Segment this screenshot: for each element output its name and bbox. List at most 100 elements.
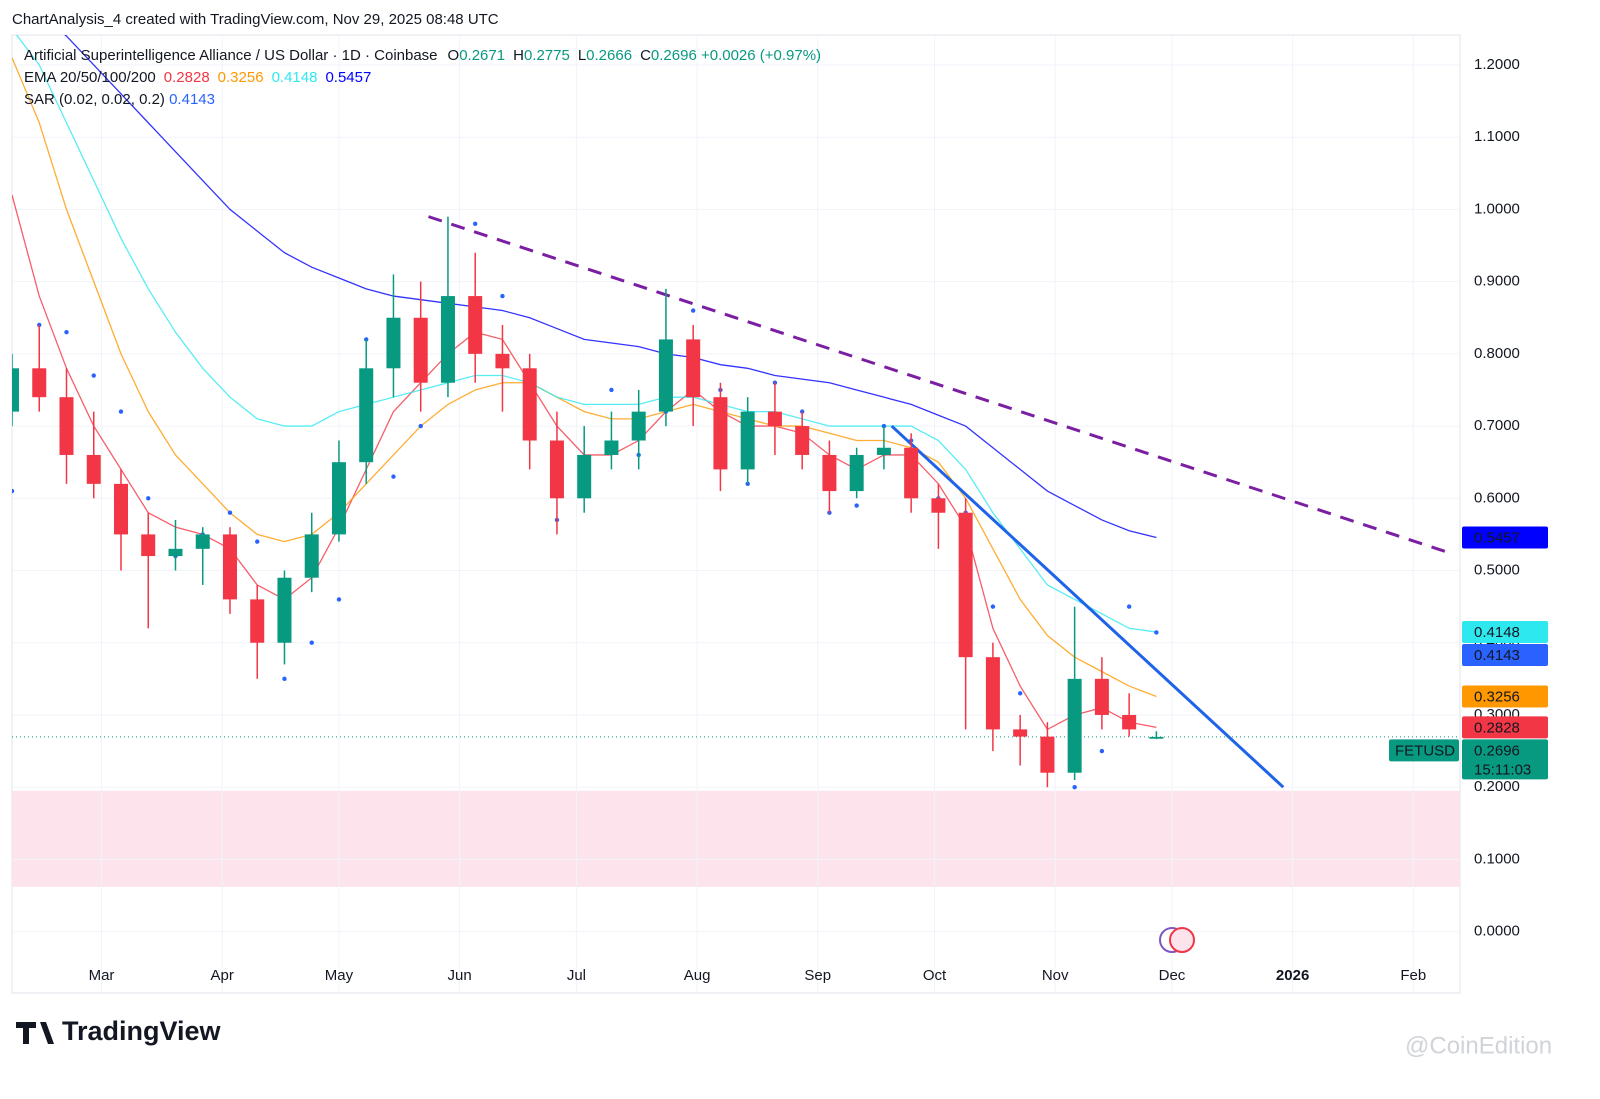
sar-dot (255, 539, 260, 544)
watermark: @CoinEdition (1405, 1032, 1552, 1059)
axes: 0.00000.10000.20000.30000.40000.50000.60… (89, 56, 1548, 984)
candle-body (195, 534, 210, 549)
brand: TradingView (62, 1016, 222, 1046)
x-tick-label: Jun (448, 967, 472, 984)
candle-body (958, 512, 973, 658)
sar-dot (309, 640, 314, 645)
header: Artificial Superintelligence Alliance / … (24, 47, 821, 64)
x-tick-label: Dec (1159, 967, 1186, 984)
zone (12, 790, 1460, 887)
sar-dot (1099, 748, 1105, 754)
candle-body (795, 426, 810, 455)
candle-body (686, 339, 701, 398)
brand-logo: TradingView (16, 1016, 222, 1046)
candle-body (222, 534, 237, 600)
ema-value: 0.3256 (218, 69, 264, 86)
candle-body (740, 411, 755, 470)
candle-body (495, 353, 510, 369)
y-tick-label: 1.2000 (1474, 56, 1520, 73)
caption: ChartAnalysis_4 created with TradingView… (12, 11, 499, 28)
ohlc-value: 0.2666 (586, 47, 632, 64)
sar-dot (473, 221, 478, 227)
candle-body (12, 368, 19, 412)
candle-body (413, 317, 428, 383)
candle-body (304, 534, 319, 578)
y-tick-label: 1.0000 (1474, 200, 1520, 217)
sar-dot (118, 409, 124, 414)
candle-body (931, 498, 946, 513)
ema-legend: EMA 20/50/100/200 0.2828 0.3256 0.4148 0.545… (24, 69, 371, 86)
candle-body (522, 368, 537, 441)
candle-body (59, 397, 74, 455)
ema-value: 0.5457 (325, 69, 371, 86)
candle-body (386, 317, 401, 369)
candle-body (849, 454, 864, 492)
sar-legend: SAR (0.02, 0.02, 0.2) 0.4143 (24, 91, 215, 108)
sar-dot (609, 387, 614, 393)
candle-body (1013, 729, 1028, 737)
y-tick-label: 0.1000 (1474, 850, 1520, 867)
ohlc-key: H (513, 47, 524, 64)
sar-dot (1126, 604, 1132, 609)
countdown: 15:11:03 (1474, 761, 1531, 778)
price-tag (1462, 644, 1548, 667)
symbol-tag-label: FETUSD (1395, 742, 1455, 759)
x-tick-label: 2026 (1276, 967, 1309, 984)
y-tick-label: 0.2000 (1474, 778, 1520, 795)
price-tag (1462, 716, 1548, 739)
sar-dot (12, 488, 15, 494)
candle-body (985, 657, 1000, 730)
candle-body (1122, 714, 1137, 730)
candle-body (1040, 736, 1055, 773)
price-tag (1462, 685, 1548, 708)
ema-label: EMA 20/50/100/200 (24, 69, 156, 86)
ohlc-value: 0.2671 (459, 47, 505, 64)
candle-body (250, 599, 265, 643)
candle-body (713, 397, 728, 470)
x-tick-label: Apr (211, 967, 234, 984)
candle-body (1149, 736, 1164, 739)
candle-body (904, 447, 919, 499)
sar-dot (1072, 784, 1077, 790)
candle-body (468, 296, 483, 354)
ema-value: 0.4148 (272, 69, 318, 86)
candle-body (32, 368, 47, 398)
candle-body (168, 548, 183, 557)
y-tick-label: 0.5000 (1474, 561, 1520, 578)
y-tick-label: 0.7000 (1474, 417, 1520, 434)
candle-body (876, 447, 891, 455)
x-tick-label: Mar (89, 967, 115, 984)
x-tick-label: Oct (923, 967, 947, 984)
ohlc-key: O (448, 47, 460, 64)
sar-dot (418, 423, 423, 429)
sar-dot (227, 510, 233, 515)
candle-body (86, 454, 101, 484)
sar-dot (990, 604, 996, 609)
ohlc: O0.2671 H0.2775 L0.2666 C0.2696 (448, 47, 697, 64)
sar-dot (1017, 691, 1023, 696)
candle-body (1067, 678, 1082, 773)
sar-dot (500, 293, 505, 299)
price-tag-label: 0.3256 (1474, 688, 1520, 705)
price-tag-label: 0.4143 (1474, 647, 1520, 664)
candle-body (767, 411, 782, 427)
y-tick-label: 0.0000 (1474, 923, 1520, 940)
candle-body (331, 462, 346, 535)
x-tick-label: Nov (1042, 967, 1069, 984)
sar-dot (336, 597, 342, 602)
ohlc-key: C (640, 47, 651, 64)
candle-body (277, 577, 292, 643)
sar-dot (282, 676, 287, 682)
price-tag (1462, 739, 1548, 780)
candle-body (141, 534, 156, 557)
price-tag-label: 0.2828 (1474, 719, 1520, 736)
sar-dot (799, 409, 805, 414)
x-tick-label: Feb (1400, 967, 1426, 984)
ema-value: 0.2828 (164, 69, 210, 86)
y-tick-label: 1.1000 (1474, 128, 1520, 145)
plot (12, 35, 1460, 790)
plot-frame (11, 34, 1461, 994)
x-tick-label: May (325, 967, 354, 984)
price-tag-label: 0.5457 (1474, 529, 1520, 546)
